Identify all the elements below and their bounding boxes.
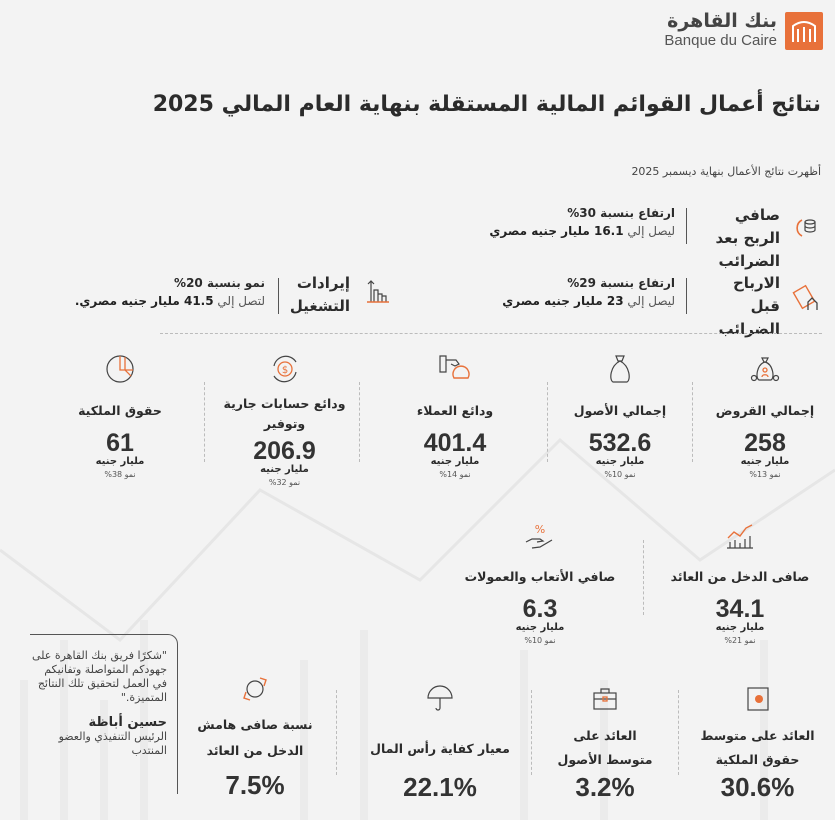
divider — [359, 382, 360, 462]
svg-text:$: $ — [281, 365, 287, 376]
metric-growth: نمو 10% — [604, 470, 636, 479]
divider — [531, 690, 532, 775]
metric-customer-deposits: ودائع العملاء 401.4 مليار جنيه نمو 14% — [385, 352, 525, 479]
metric-unit: مليار جنيه — [515, 622, 565, 633]
money-bag-icon — [610, 355, 630, 383]
brand-name-ar: بنك القاهرة — [667, 10, 777, 32]
metric-value: 532.6 — [588, 429, 652, 457]
metric-label: إجمالي القروض — [715, 403, 815, 418]
metric-growth: نمو 32% — [268, 478, 301, 487]
ratio-nim: نسبة صافى هامش الدخل من العائد 7.5% — [195, 672, 315, 801]
highlight-value: 23 مليار جنيه مصري — [502, 294, 624, 308]
metric-value: 61 — [106, 429, 134, 457]
highlight-growth: ارتفاع بنسبة 29% — [567, 276, 675, 290]
safe-icon — [746, 687, 769, 711]
metric-growth: نمو 38% — [104, 470, 136, 479]
quote-author-role: الرئيس التنفيذي والعضو المنتدب — [58, 730, 167, 757]
divider — [678, 690, 679, 775]
highlight-growth: ارتفاع بنسبة 30% — [567, 206, 675, 220]
line-chart-icon — [727, 524, 753, 549]
metric-total-assets: إجمالي الأصول 532.6 مليار جنيه نمو 10% — [555, 352, 685, 479]
metric-net-interest-income: صافى الدخل من العائد 34.1 مليار جنيه نمو… — [665, 522, 815, 645]
quote-author: حسين أباظة — [88, 715, 167, 730]
divider — [686, 208, 687, 244]
money-hand-icon — [792, 282, 822, 312]
metric-value: 34.1 — [715, 595, 765, 623]
metric-label: إجمالي الأصول — [573, 403, 667, 418]
metric-unit: مليار جنيه — [95, 456, 145, 467]
dollar-cycle-icon: $ — [272, 355, 297, 383]
metric-label: ودائع العملاء — [416, 403, 494, 418]
ratio-value: 22.1% — [403, 772, 477, 802]
metric-growth: نمو 14% — [439, 470, 471, 479]
highlight-label-pretax: الارباح قبل الضرائب — [718, 274, 780, 338]
metric-label: صافى الدخل من العائد — [670, 569, 810, 584]
ratio-label: العائد على متوسط حقوق الملكية — [700, 728, 815, 767]
metric-unit: مليار جنيه — [740, 456, 790, 467]
ratio-roa: العائد على متوسط الأصول 3.2% — [555, 684, 655, 803]
metric-unit: مليار جنيه — [260, 464, 309, 475]
page-subtitle: أظهرت نتائج الأعمال بنهاية ديسمبر 2025 — [631, 165, 821, 178]
divider — [686, 278, 687, 314]
divider — [336, 690, 337, 775]
umbrella-icon — [427, 685, 453, 711]
metric-label: ودائع حسابات جارية وتوفير — [223, 396, 346, 431]
divider — [692, 382, 693, 462]
background-chart-decoration — [0, 437, 835, 820]
metric-growth: نمو 13% — [749, 470, 781, 479]
metric-label: حقوق الملكية — [78, 403, 162, 418]
ratio-label: نسبة صافى هامش الدخل من العائد — [197, 717, 313, 758]
highlight-prefix: ليصل إلي — [627, 294, 675, 308]
ceo-quote: "شكرًا فريق بنك القاهرة على جهودكم المتو… — [30, 634, 178, 794]
metric-value: 6.3 — [522, 595, 558, 623]
ratio-label: العائد على متوسط الأصول — [557, 728, 653, 767]
metric-unit: مليار جنيه — [715, 622, 765, 633]
metric-growth: نمو 21% — [724, 636, 756, 645]
percent-hand-icon: % — [525, 523, 553, 549]
metric-unit: مليار جنيه — [595, 456, 645, 467]
metric-unit: مليار جنيه — [430, 456, 480, 467]
highlight-label-operating-revenue: إيرادات التشغيل — [289, 274, 350, 315]
ratio-label: معيار كفاية رأس المال — [370, 741, 510, 756]
ratio-value: 30.6% — [720, 772, 795, 802]
ratio-value: 7.5% — [225, 770, 285, 800]
metric-equity: حقوق الملكية 61 مليار جنيه نمو 38% — [60, 352, 180, 479]
page-title: نتائج أعمال القوائم المالية المستقلة بنه… — [152, 92, 821, 117]
exchange-ring-icon — [243, 677, 267, 701]
metric-value: 206.9 — [253, 437, 316, 465]
ratio-car: معيار كفاية رأس المال 22.1% — [355, 684, 525, 803]
pie-chart-icon — [106, 355, 134, 383]
brand-logo-mark — [785, 12, 823, 50]
highlight-label-net-profit: صافي الربح بعد الضرائب — [715, 206, 780, 270]
metric-current-savings-deposits: $ ودائع حسابات جارية وتوفير 206.9 مليار … — [212, 352, 357, 487]
svg-text:%: % — [535, 523, 545, 536]
deposit-hand-icon — [439, 355, 470, 379]
highlight-growth: نمو بنسبة 20% — [174, 276, 265, 290]
metric-net-fees-commissions: % صافي الأتعاب والعمولات 6.3 مليار جنيه … — [460, 522, 620, 645]
divider — [278, 278, 279, 314]
metric-value: 401.4 — [423, 429, 487, 457]
divider — [643, 540, 644, 615]
metric-value: 258 — [744, 429, 786, 457]
metric-total-loans: إجمالي القروض 258 مليار جنيه نمو 13% — [700, 352, 830, 479]
highlight-value: 41.5 مليار جنيه مصري. — [74, 294, 214, 308]
quote-text: "شكرًا فريق بنك القاهرة على جهودكم المتو… — [31, 649, 167, 704]
metric-growth: نمو 10% — [524, 636, 556, 645]
ratio-value: 3.2% — [575, 772, 635, 802]
loans-people-icon — [750, 357, 780, 382]
briefcase-icon — [593, 688, 617, 710]
ratio-roe: العائد على متوسط حقوق الملكية 30.6% — [690, 684, 825, 803]
metric-label: صافي الأتعاب والعمولات — [464, 569, 616, 584]
highlight-value: 16.1 مليار جنيه مصري — [489, 224, 624, 238]
divider — [204, 382, 205, 462]
section-divider — [160, 333, 822, 334]
brand-name-en: Banque du Caire — [664, 32, 777, 49]
divider — [547, 382, 548, 462]
bar-chart-up-icon — [364, 276, 392, 304]
highlight-prefix: ليصل إلي — [627, 224, 675, 238]
highlight-prefix: لتصل إلي — [217, 294, 265, 308]
net-profit-icon — [792, 212, 820, 240]
